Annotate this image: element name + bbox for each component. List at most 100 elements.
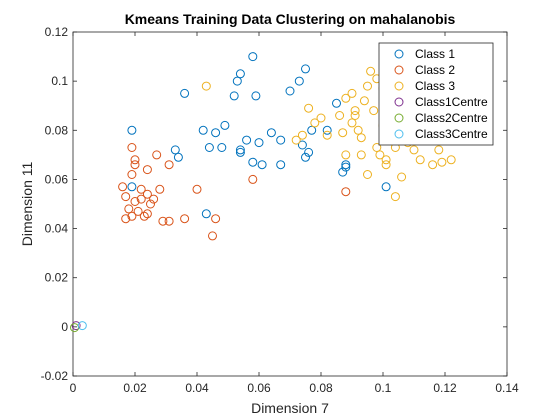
data-point [356, 150, 366, 160]
y-tick-label: 0.08 [45, 123, 69, 137]
legend-item: Class3Centre [394, 127, 488, 141]
data-point [164, 216, 174, 226]
data-point [235, 69, 245, 79]
data-point [121, 214, 131, 224]
legend-label: Class 2 [415, 63, 455, 77]
data-point [217, 143, 227, 152]
data-point [301, 64, 310, 74]
data-point [390, 192, 400, 202]
data-point [158, 216, 168, 226]
data-point [276, 160, 286, 170]
data-point [347, 118, 357, 128]
data-point [133, 206, 143, 216]
data-point [127, 125, 137, 135]
legend-label: Class 3 [415, 79, 455, 93]
data-point [198, 125, 208, 135]
data-point [248, 157, 258, 167]
x-tick-label: 0.1 [375, 381, 392, 395]
data-point [248, 174, 258, 184]
y-axis-title: Dimension 11 [19, 162, 35, 247]
data-point [118, 182, 128, 192]
data-point [434, 145, 444, 155]
data-point [204, 143, 214, 152]
data-point [409, 145, 419, 155]
data-point [266, 128, 276, 138]
data-point [437, 157, 447, 167]
data-point [353, 125, 363, 135]
legend: Class 1 Class 2 Class 3 Class1Centre Class2C… [378, 42, 494, 146]
data-point [130, 155, 140, 165]
data-point [235, 147, 245, 157]
data-point [130, 160, 140, 170]
data-point [229, 91, 239, 101]
data-point [180, 214, 190, 224]
data-point [180, 88, 190, 98]
data-point [304, 103, 314, 113]
data-point [248, 52, 258, 62]
legend-label: Class 1 [415, 47, 455, 61]
data-point [127, 143, 137, 152]
legend-label: Class1Centre [415, 95, 488, 109]
data-point [332, 98, 341, 108]
y-tick-label: 0.12 [45, 25, 69, 39]
x-tick-label: 0.04 [185, 381, 209, 395]
data-point [208, 231, 217, 241]
data-point [301, 152, 310, 162]
data-point [322, 125, 332, 135]
data-point [220, 120, 230, 130]
data-point [381, 182, 391, 192]
x-tick-label: 0.12 [433, 381, 457, 395]
data-point [338, 167, 348, 177]
legend-label: Class2Centre [415, 111, 488, 125]
legend-marker [394, 81, 404, 91]
data-point [338, 128, 348, 138]
data-point [359, 96, 369, 106]
data-point [356, 133, 366, 143]
data-point [335, 111, 345, 120]
data-point [164, 160, 174, 170]
legend-marker [394, 113, 404, 123]
data-point [136, 184, 146, 194]
data-point [77, 321, 87, 331]
data-point [341, 150, 351, 160]
data-point [127, 170, 137, 179]
chart-title: Kmeans Training Data Clustering on mahal… [125, 11, 456, 27]
data-point [369, 106, 379, 116]
y-tick-label: 0.02 [45, 271, 69, 285]
legend-box [378, 42, 494, 146]
legend-item: Class1Centre [394, 95, 488, 109]
data-point [322, 130, 332, 140]
data-point [192, 184, 202, 194]
data-point [350, 111, 360, 120]
data-point [124, 204, 134, 214]
data-point [297, 140, 307, 150]
data-point [397, 172, 407, 182]
data-point [341, 162, 351, 172]
x-axis: 0 0.02 0.04 0.06 0.08 0.1 0.12 0.14 [70, 32, 519, 395]
legend-marker [394, 97, 404, 107]
legend-item: Class2Centre [394, 111, 488, 125]
data-point [146, 199, 155, 209]
x-tick-label: 0.02 [123, 381, 147, 395]
data-point [276, 135, 286, 145]
data-point [71, 321, 81, 331]
data-point [257, 160, 267, 170]
data-point [381, 160, 391, 170]
y-tick-label: 0.1 [51, 74, 68, 88]
x-tick-label: 0.08 [309, 381, 333, 395]
series-class-1 [127, 52, 391, 219]
data-point [316, 113, 326, 123]
data-point [201, 81, 211, 91]
data-point [201, 209, 211, 219]
data-point [211, 214, 221, 224]
data-point [291, 135, 301, 145]
data-point [142, 189, 152, 199]
data-point [211, 128, 221, 138]
data-point [242, 135, 252, 145]
data-point [304, 147, 314, 157]
data-point [297, 130, 307, 140]
x-tick-label: 0 [70, 381, 77, 395]
data-point [232, 76, 242, 86]
data-point [149, 194, 159, 204]
